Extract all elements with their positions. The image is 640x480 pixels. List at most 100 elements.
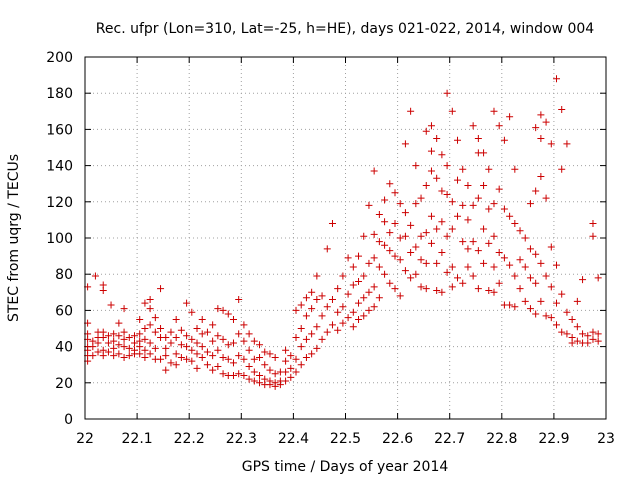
data-point	[167, 359, 175, 367]
data-point	[589, 220, 597, 228]
data-point	[177, 341, 185, 349]
data-point	[511, 220, 519, 228]
x-tick-label: 22.5	[330, 431, 361, 447]
data-point	[365, 201, 373, 209]
data-point	[339, 303, 347, 311]
data-point	[344, 314, 352, 322]
data-point	[474, 194, 482, 202]
data-point	[91, 272, 99, 280]
y-tick-label: 20	[55, 376, 73, 392]
data-point	[469, 272, 477, 280]
data-point	[214, 332, 222, 340]
data-point	[386, 247, 394, 255]
data-point	[287, 352, 295, 360]
data-point	[146, 339, 154, 347]
data-point	[266, 350, 274, 358]
data-point	[495, 248, 503, 256]
data-point	[355, 277, 363, 285]
data-point	[167, 339, 175, 347]
data-point	[547, 314, 555, 322]
data-point	[344, 290, 352, 298]
data-point	[355, 315, 363, 323]
data-point	[511, 272, 519, 280]
data-point	[162, 334, 170, 342]
marks-layer	[84, 75, 602, 390]
data-point	[485, 239, 493, 247]
data-point	[203, 328, 211, 336]
data-point	[396, 234, 404, 242]
data-point	[427, 147, 435, 155]
data-point	[386, 229, 394, 237]
data-point	[407, 274, 415, 282]
y-tick-label: 200	[46, 50, 73, 66]
data-point	[157, 285, 165, 293]
data-point	[370, 230, 378, 238]
data-point	[360, 312, 368, 320]
data-point	[355, 252, 363, 260]
data-point	[328, 296, 336, 304]
data-point	[422, 229, 430, 237]
data-point	[250, 368, 258, 376]
data-point	[115, 319, 123, 327]
data-point	[500, 136, 508, 144]
data-point	[94, 348, 102, 356]
data-point	[490, 232, 498, 240]
data-point	[568, 339, 576, 347]
data-point	[438, 187, 446, 195]
data-point	[464, 182, 472, 190]
x-axis-label: GPS time / Days of year 2014	[242, 459, 449, 475]
data-point	[344, 254, 352, 262]
data-point	[120, 305, 128, 313]
data-point	[417, 256, 425, 264]
data-point	[407, 107, 415, 115]
data-point	[391, 220, 399, 228]
data-point	[365, 259, 373, 267]
data-point	[448, 225, 456, 233]
data-point	[459, 201, 467, 209]
data-point	[417, 194, 425, 202]
data-point	[443, 191, 451, 199]
data-point	[89, 343, 97, 351]
data-point	[401, 209, 409, 217]
data-point	[433, 225, 441, 233]
y-tick-label: 80	[55, 267, 73, 283]
data-point	[276, 381, 284, 389]
data-point	[490, 288, 498, 296]
data-point	[203, 361, 211, 369]
data-point	[115, 350, 123, 358]
data-point	[229, 339, 237, 347]
x-tick-label: 22.1	[122, 431, 153, 447]
data-point	[386, 279, 394, 287]
data-point	[553, 75, 561, 83]
data-point	[521, 234, 529, 242]
data-point	[198, 353, 206, 361]
y-tick-label: 180	[46, 86, 73, 102]
data-point	[516, 285, 524, 293]
data-point	[537, 134, 545, 142]
data-point	[136, 330, 144, 338]
data-point	[589, 232, 597, 240]
data-point	[339, 272, 347, 280]
data-point	[412, 270, 420, 278]
data-point	[339, 319, 347, 327]
data-point	[104, 332, 112, 340]
data-point	[318, 335, 326, 343]
data-point	[256, 353, 264, 361]
data-point	[188, 335, 196, 343]
data-point	[427, 167, 435, 175]
data-point	[157, 355, 165, 363]
data-point	[271, 370, 279, 378]
data-point	[490, 200, 498, 208]
data-point	[297, 301, 305, 309]
tick-layer: 22 22.1 22.2 22.3 22.4 22.5 22.6 22.7 22.8 22.9 23…	[46, 50, 615, 447]
data-point	[474, 285, 482, 293]
data-point	[245, 346, 253, 354]
data-point	[209, 366, 217, 374]
data-point	[120, 353, 128, 361]
data-point	[422, 259, 430, 267]
data-point	[183, 343, 191, 351]
data-point	[553, 321, 561, 329]
data-point	[177, 353, 185, 361]
data-point	[495, 122, 503, 130]
data-point	[537, 297, 545, 305]
